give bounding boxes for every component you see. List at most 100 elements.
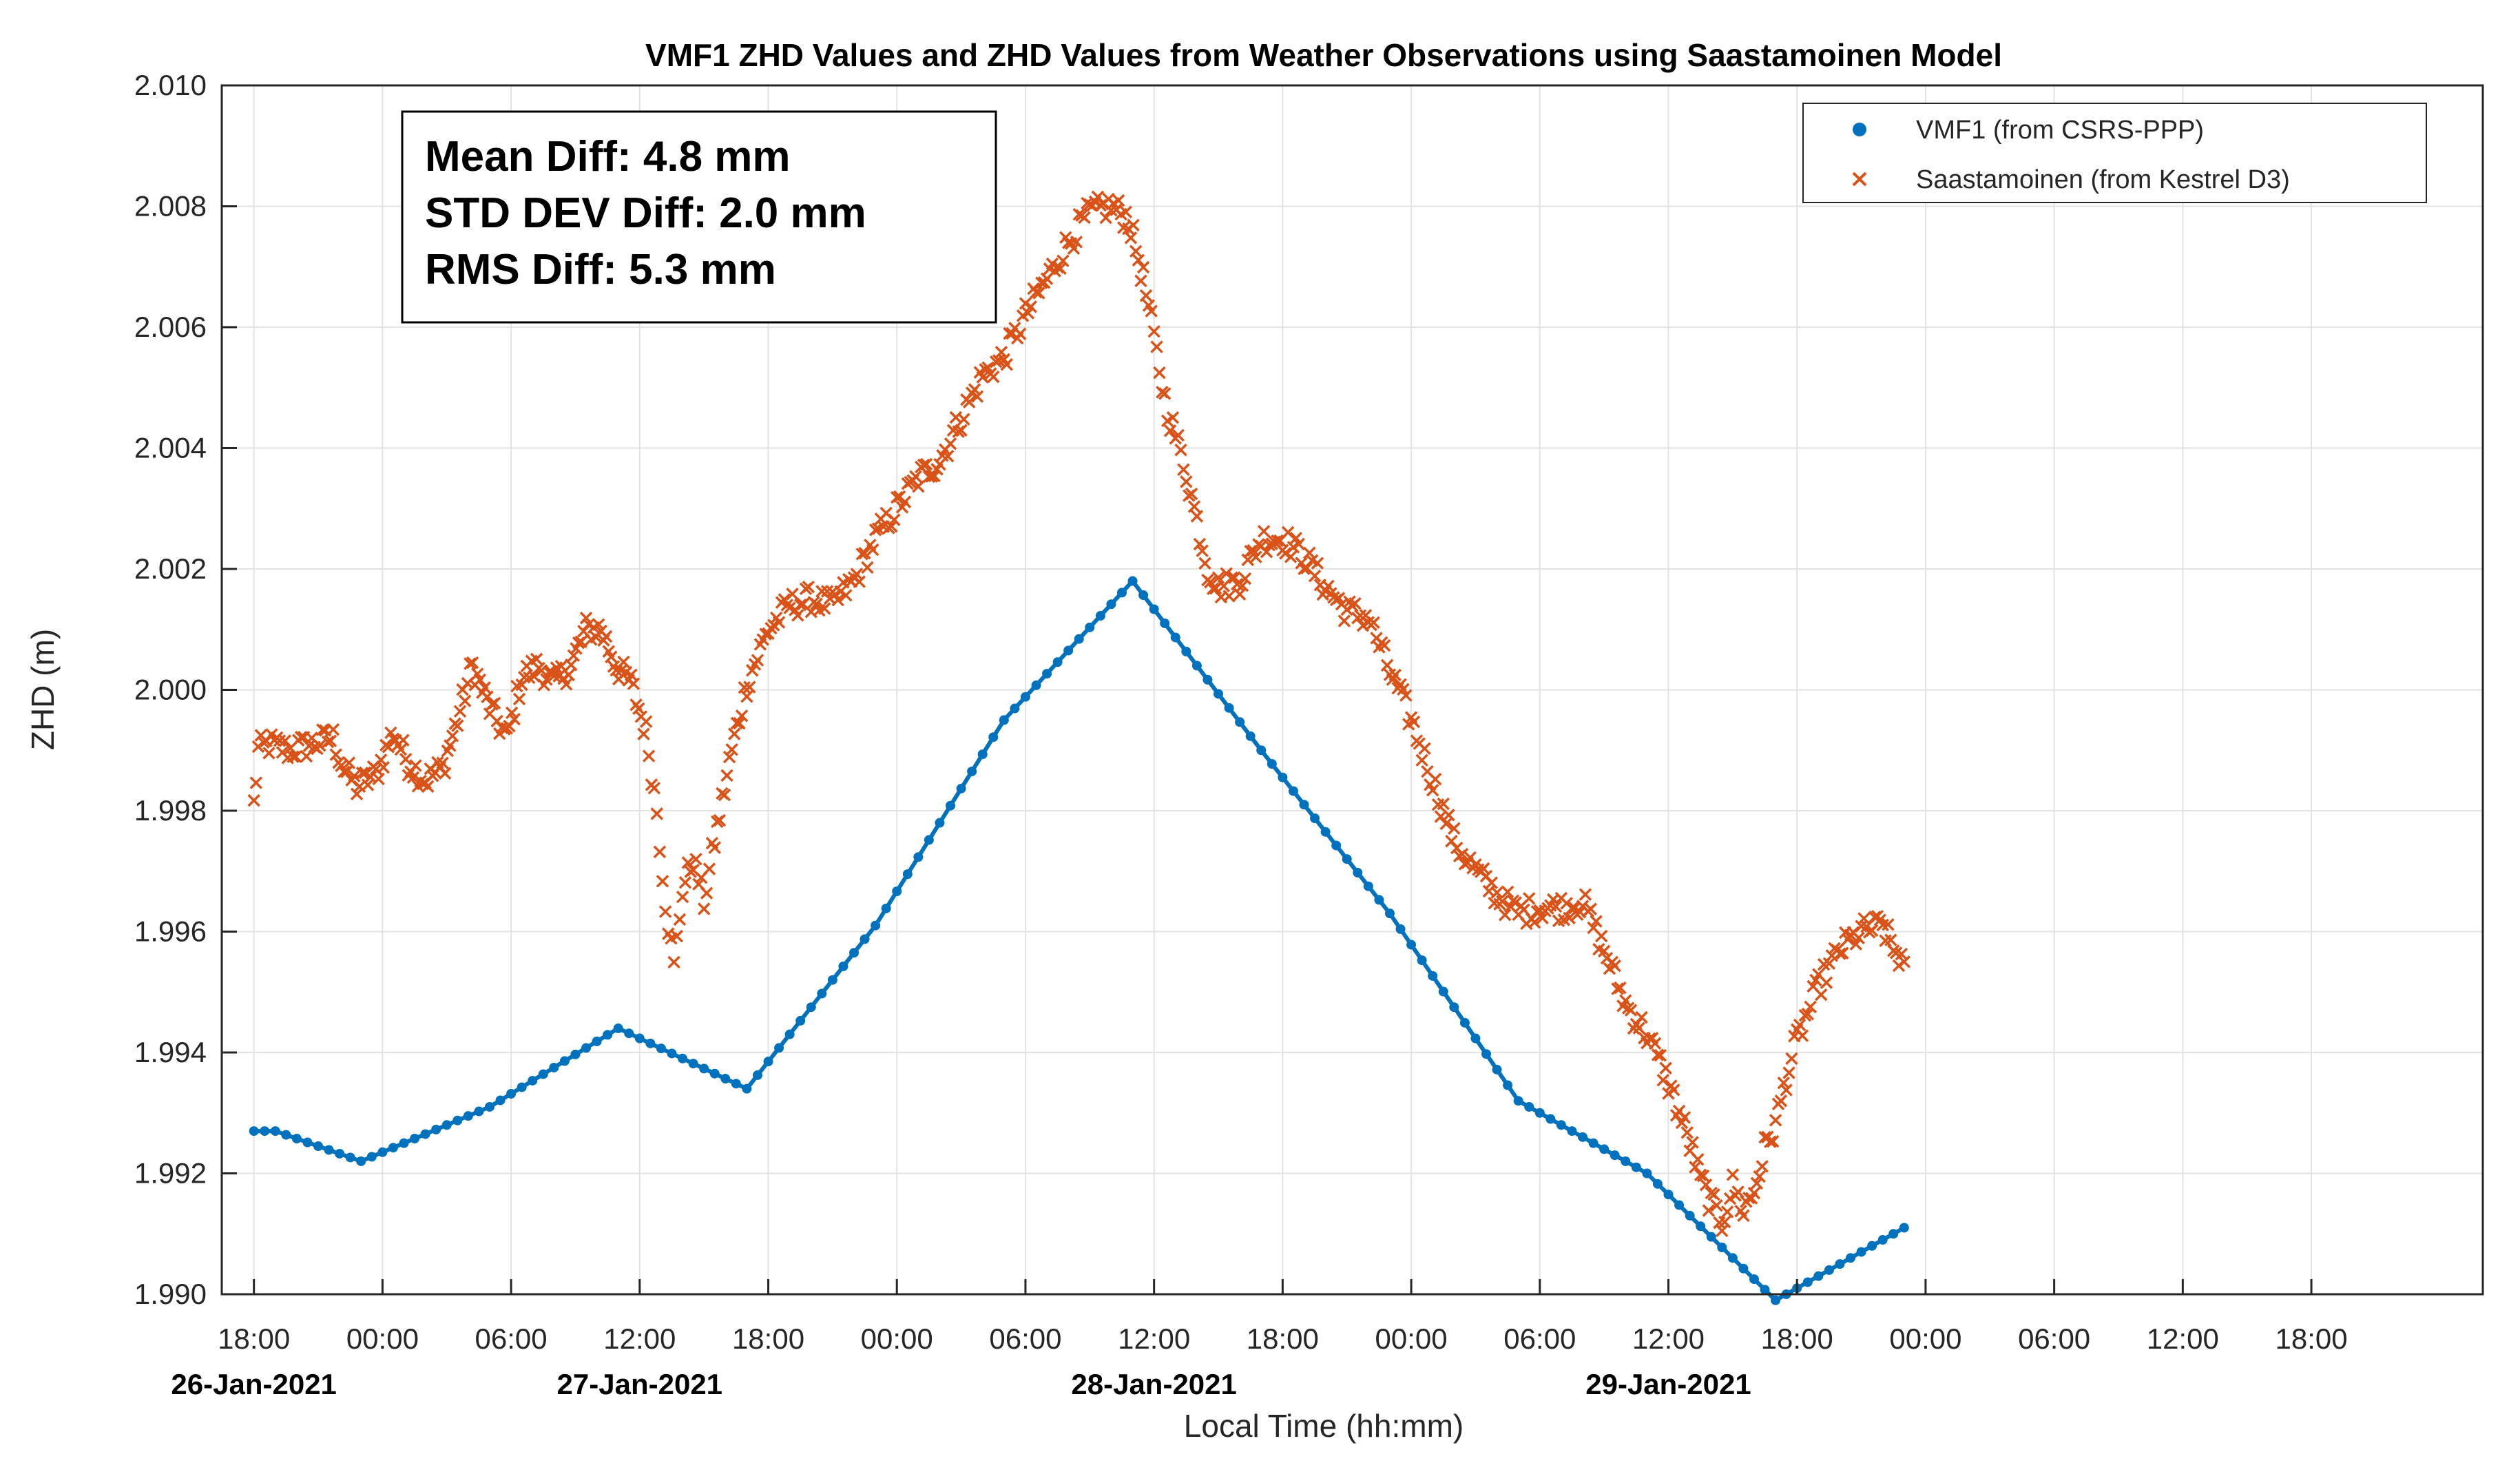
saastamoinen-point [512,692,526,706]
vmf1-point [1438,986,1448,997]
vmf1-point [1428,971,1438,981]
saastamoinen-point [1000,357,1013,371]
stats-box-frame [401,110,997,324]
saastamoinen-point [1737,1209,1750,1223]
vmf1-point [1856,1247,1866,1257]
saastamoinen-point [1198,557,1211,570]
saastamoinen-point [912,480,925,493]
saastamoinen-point [1549,900,1563,913]
vmf1-point [1095,611,1105,621]
x-tick-label: 18:00 [2275,1322,2347,1355]
saastamoinen-point [885,519,898,533]
y-tick-label: 2.010 [134,69,207,101]
vmf1-point [1406,940,1417,950]
saastamoinen-point [970,390,984,403]
saastamoinen-point [444,739,457,752]
legend: VMF1 (from CSRS-PPP) Saastamoinen (from … [1802,103,2427,203]
vmf1-point [1760,1285,1770,1295]
saastamoinen-point [273,734,287,747]
saastamoinen-point [278,734,292,747]
saastamoinen-point [1112,194,1125,207]
saastamoinen-point [1380,658,1394,672]
saastamoinen-point [1496,895,1509,908]
saastamoinen-point [850,568,864,581]
vmf1-point [1534,1108,1545,1118]
vmf1-point [1727,1253,1738,1263]
x-tick-label: 12:00 [1632,1322,1705,1355]
vmf1-point [1106,599,1116,610]
vmf1-point [1663,1190,1674,1200]
saastamoinen-point [1702,1204,1716,1217]
vmf1-point [634,1033,645,1044]
y-tick-label: 2.000 [134,674,207,706]
saastamoinen-point [1651,1048,1665,1061]
saastamoinen-point [1437,797,1450,811]
saastamoinen-point [995,346,1008,359]
vmf1-point [688,1059,698,1069]
saastamoinen-point [1129,245,1143,258]
vmf1-point [967,766,977,776]
x-tick-label: 00:00 [346,1322,419,1355]
saastamoinen-point [1656,1073,1669,1087]
saastamoinen-point [1659,1061,1672,1075]
saastamoinen-point [1696,1169,1710,1183]
saastamoinen-point [1134,274,1147,287]
saastamoinen-point [1185,487,1198,501]
saastamoinen-point [1127,218,1140,232]
vmf1-point [1353,867,1363,878]
saastamoinen-point [1707,1188,1720,1201]
saastamoinen-point [446,729,459,743]
vmf1-point [1556,1120,1566,1130]
vmf1-point [1010,703,1020,714]
saastamoinen-point [1648,1037,1662,1050]
saastamoinen-point [861,561,874,574]
vmf1-point [892,886,902,896]
vmf1-point [356,1156,366,1166]
vmf1-point [260,1126,270,1137]
saastamoinen-point [1153,366,1166,380]
x-tick-label: 06:00 [1503,1322,1576,1355]
saastamoinen-point [1498,908,1512,922]
vmf1-point [581,1043,592,1053]
vmf1-point [1706,1232,1716,1242]
vmf1-point [410,1134,420,1144]
saastamoinen-point [247,793,260,807]
y-axis: 1.990 1.992 1.994 1.996 1.998 2.000 2.002 2.004… [134,69,237,1310]
saastamoinen-point [1782,1066,1795,1079]
vmf1-point [1288,786,1298,796]
vmf1-point [1545,1114,1556,1124]
saastamoinen-point [372,772,385,786]
vmf1-point [1877,1235,1888,1245]
saastamoinen-point [1377,639,1391,652]
saastamoinen-point [1056,254,1070,267]
saastamoinen-point [793,598,807,612]
vmf1-point [1631,1162,1641,1172]
vmf1-point [463,1111,473,1121]
saastamoinen-point [1196,544,1209,557]
vmf1-point [1085,622,1095,632]
saastamoinen-point [1193,537,1207,551]
vmf1-point [827,975,837,985]
saastamoinen-point [397,734,410,747]
vmf1-point [1149,604,1159,614]
saastamoinen-point [1608,959,1621,973]
saastamoinen-point [458,694,472,707]
saastamoinen-point [605,650,618,663]
saastamoinen-point [1895,947,1908,961]
saastamoinen-point [249,776,263,789]
vmf1-point [270,1126,280,1137]
saastamoinen-point [355,766,369,780]
saastamoinen-point [1388,668,1402,682]
vmf1-point [881,903,891,913]
saastamoinen-point [786,588,799,601]
vmf1-point [1685,1210,1695,1221]
saastamoinen-point [625,668,638,682]
saastamoinen-point [399,752,413,766]
saastamoinen-point [928,469,941,483]
saastamoinen-point [678,876,692,889]
saastamoinen-point [1477,862,1490,875]
saastamoinen-point [919,457,933,471]
saastamoinen-point [1187,500,1201,513]
saastamoinen-point [1136,260,1150,274]
vmf1-point [1042,669,1052,679]
